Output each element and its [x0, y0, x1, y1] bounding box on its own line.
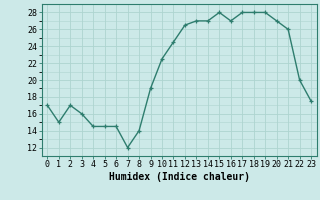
X-axis label: Humidex (Indice chaleur): Humidex (Indice chaleur): [109, 172, 250, 182]
